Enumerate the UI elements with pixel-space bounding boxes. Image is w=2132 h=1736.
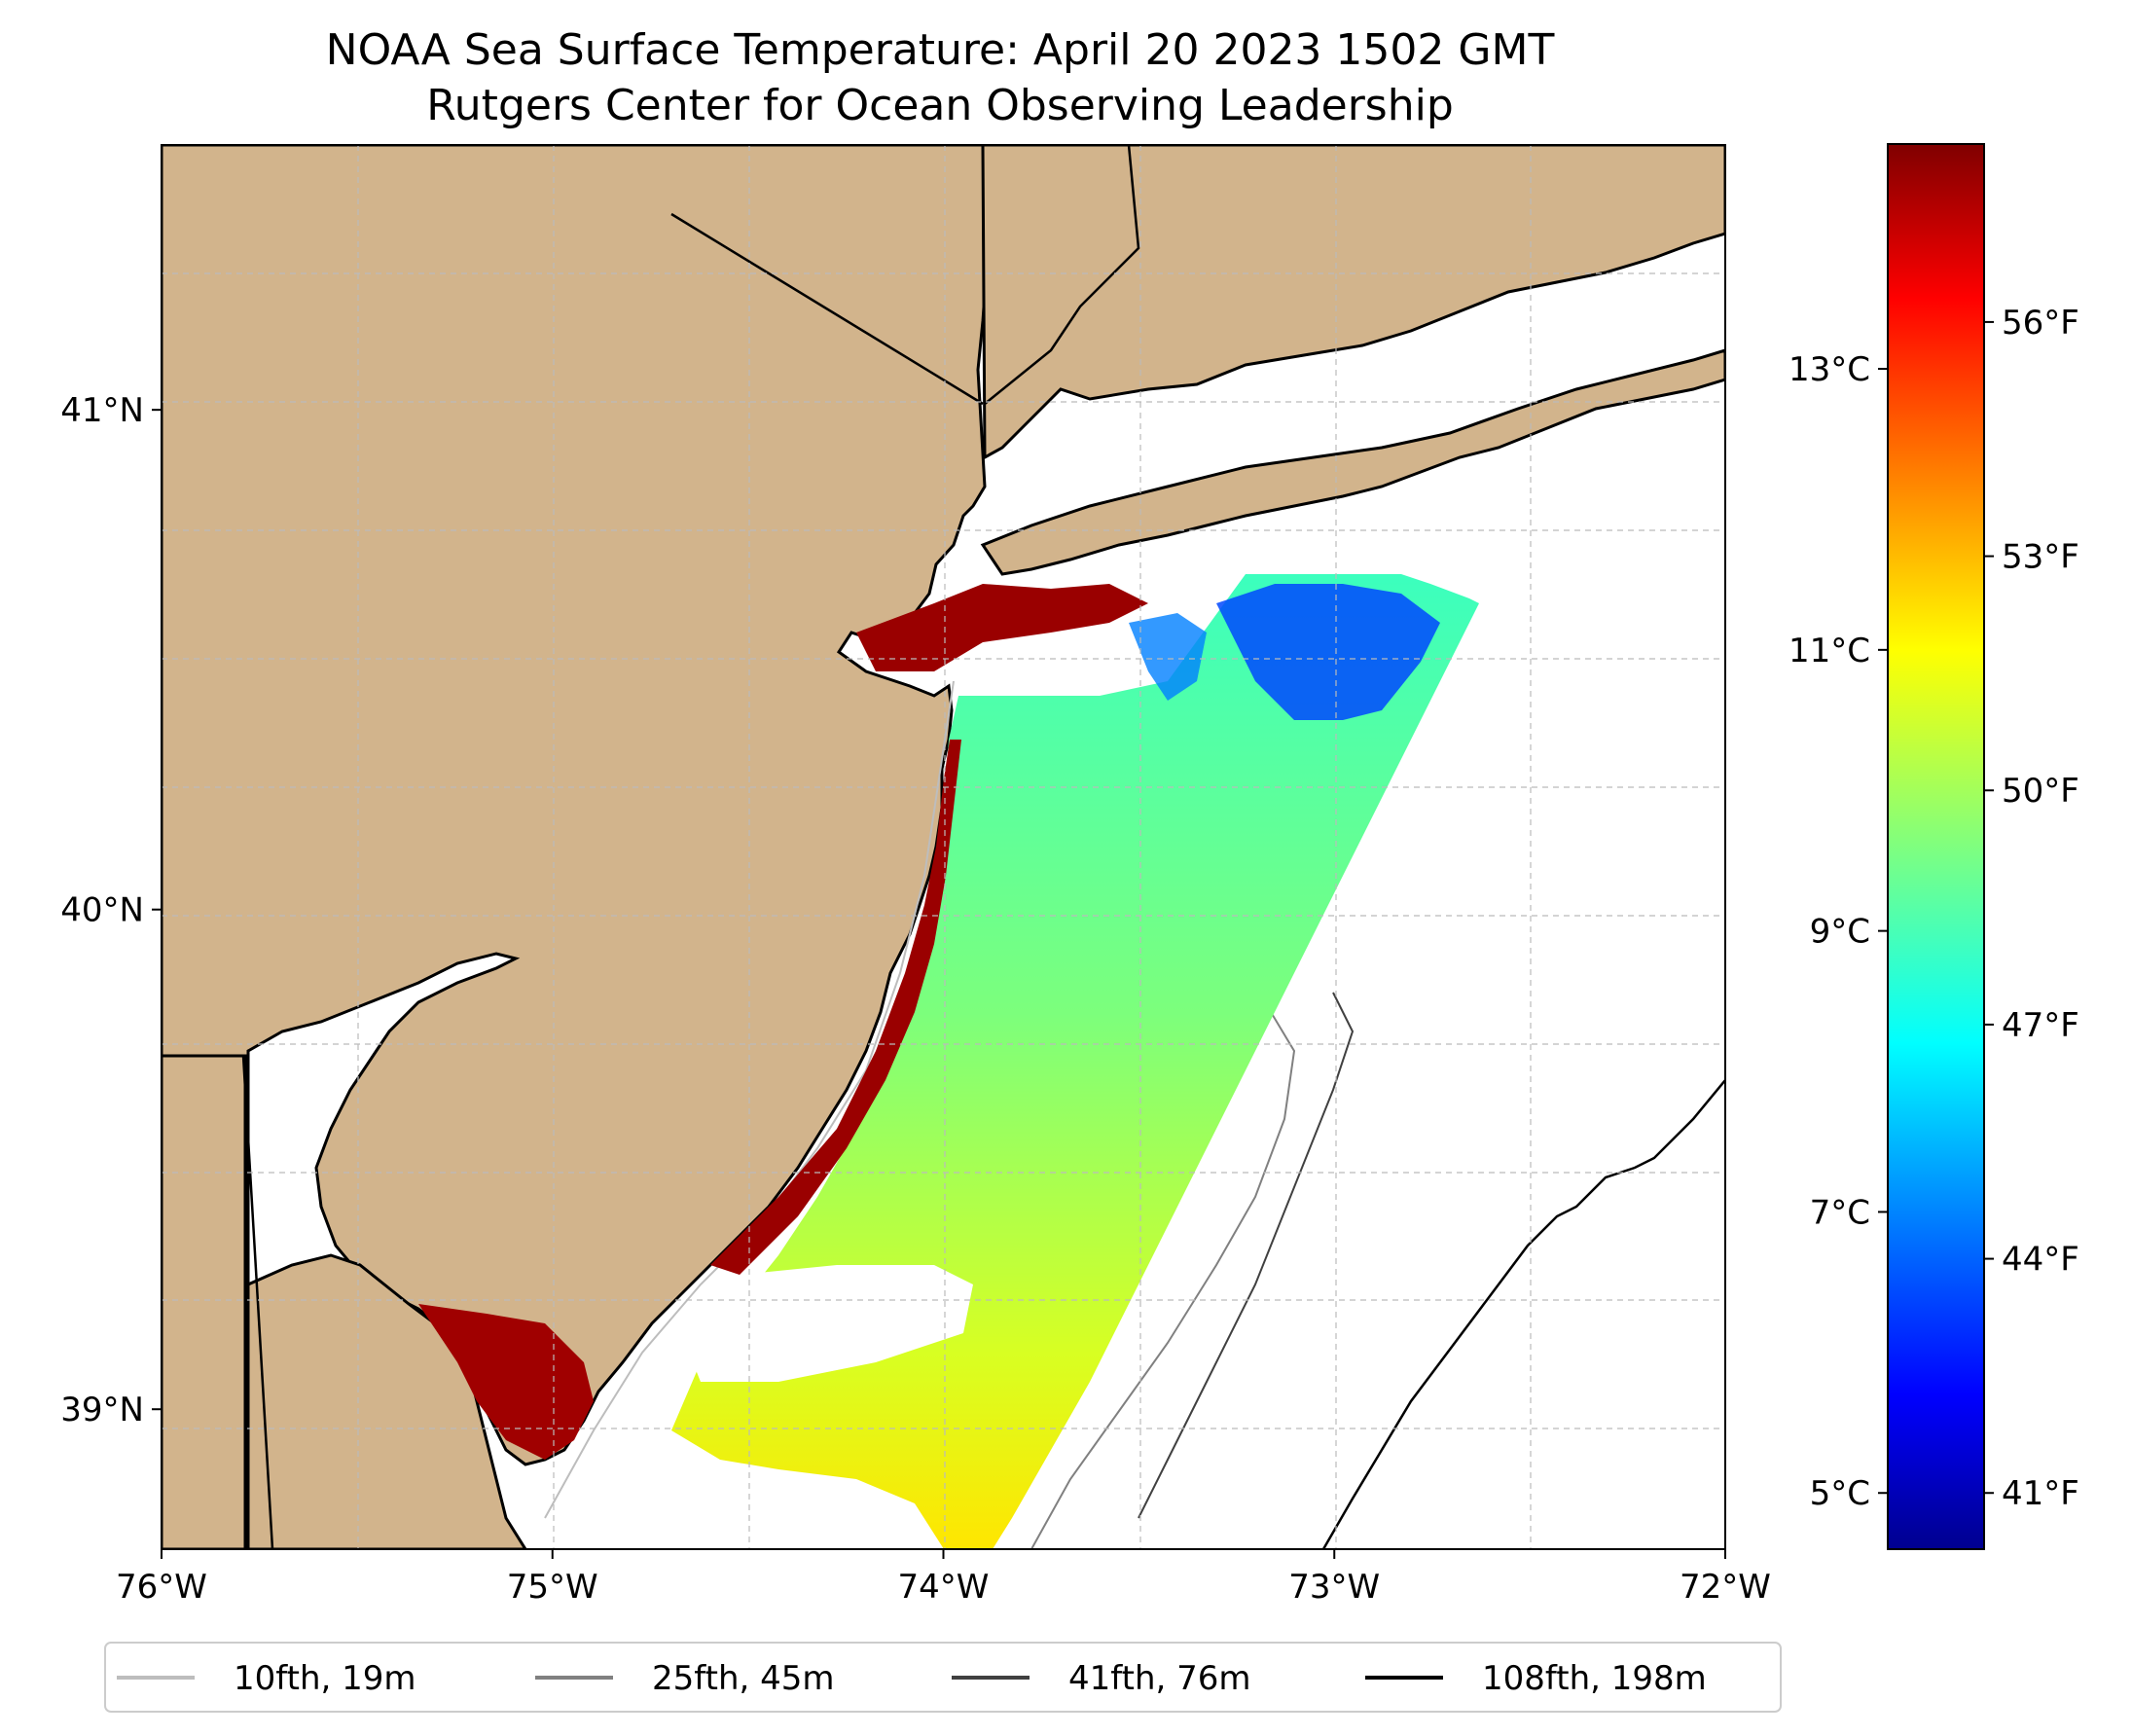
sst-cloud-gap (681, 1265, 973, 1382)
legend-label: 25fth, 45m (652, 1659, 835, 1698)
land-long-island (980, 348, 1725, 576)
legend-label: 10fth, 19m (234, 1659, 416, 1698)
colorbar-fahrenheit-ticks: 41°F 44°F 47°F 50°F 53°F 56°F (1984, 304, 2079, 1513)
fahrenheit-tick-label: 50°F (2002, 772, 2079, 811)
lon-tick-label: 73°W (1288, 1568, 1380, 1607)
colorbar (1887, 143, 1985, 1550)
fahrenheit-tick-label: 44°F (2002, 1241, 2079, 1280)
lat-tick-label: 41°N (60, 391, 144, 430)
isobath-10fth (544, 680, 955, 1519)
lon-tick-label: 72°W (1680, 1568, 1771, 1607)
graticule (162, 145, 1725, 1549)
latitude-tick-labels: 39°N 40°N 41°N (60, 391, 162, 1429)
sst-warm-harbor (856, 584, 1148, 671)
celsius-tick-label: 7°C (1810, 1193, 1870, 1232)
sst-warm-bay (418, 1304, 594, 1460)
fahrenheit-tick-label: 47°F (2002, 1006, 2079, 1045)
land-connecticut (981, 145, 1725, 460)
legend-box (104, 1642, 1782, 1713)
lon-tick-label: 75°W (507, 1568, 598, 1607)
celsius-tick-label: 9°C (1810, 913, 1870, 952)
legend-label: 108fth, 198m (1482, 1659, 1707, 1698)
lat-tick-label: 39°N (60, 1391, 144, 1429)
land-delaware (162, 1054, 247, 1549)
legend-label: 41fth, 76m (1068, 1659, 1251, 1698)
isobath-108fth (1321, 1079, 1725, 1549)
sst-cold-nearshore (1129, 613, 1207, 701)
map-title: NOAA Sea Surface Temperature: April 20 2… (326, 25, 1555, 75)
celsius-tick-label: 13°C (1789, 350, 1870, 389)
fahrenheit-tick-label: 56°F (2002, 304, 2079, 343)
map-panel (162, 145, 1725, 1549)
sst-cold-patch (1216, 584, 1440, 720)
lat-tick-label: 40°N (60, 891, 144, 930)
colorbar-celsius-ticks: 5°C 7°C 9°C 11°C 13°C (1789, 350, 1888, 1513)
fahrenheit-tick-label: 41°F (2002, 1474, 2079, 1513)
legend-entries: 10fth, 19m 25fth, 45m 41fth, 76m 108fth, 19… (117, 1659, 1707, 1698)
longitude-tick-labels: 76°W 75°W 74°W 73°W 72°W (116, 1549, 1771, 1607)
map-subtitle: Rutgers Center for Ocean Observing Leade… (426, 81, 1454, 130)
celsius-tick-label: 11°C (1789, 632, 1870, 670)
fahrenheit-tick-label: 53°F (2002, 538, 2079, 577)
lon-tick-label: 74°W (898, 1568, 990, 1607)
celsius-tick-label: 5°C (1810, 1474, 1870, 1513)
lon-tick-label: 76°W (116, 1568, 207, 1607)
isobath-41fth (1138, 992, 1355, 1519)
sst-warm-coast (710, 740, 961, 1275)
state-border (241, 145, 1140, 1549)
